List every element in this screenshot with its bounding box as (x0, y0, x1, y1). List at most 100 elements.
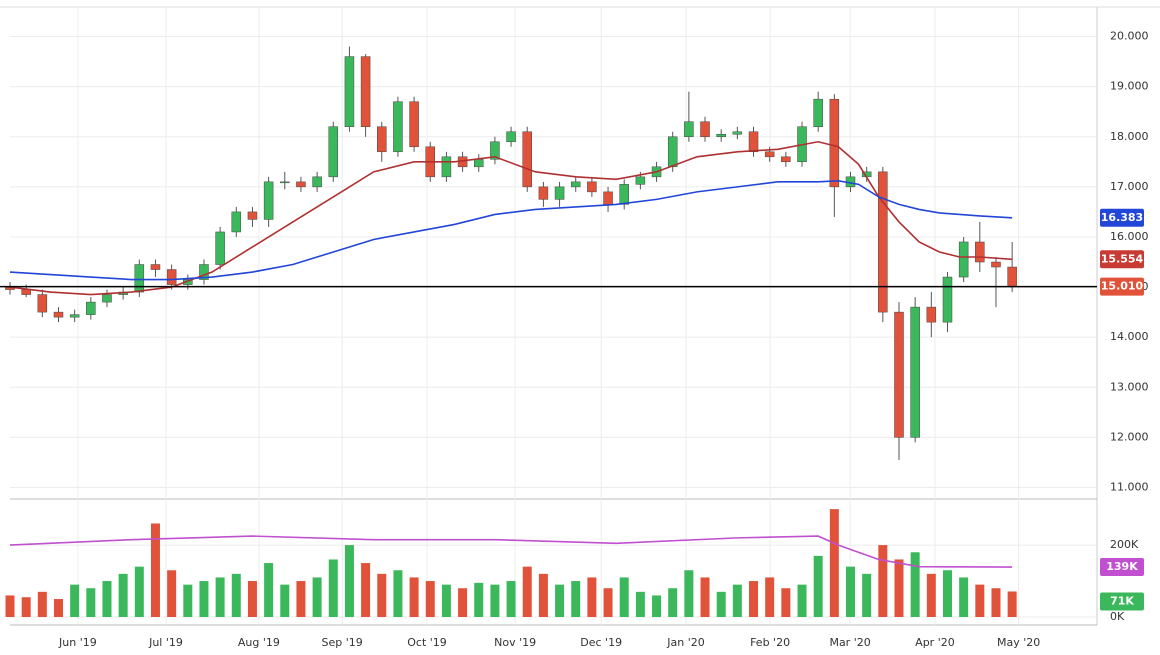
candle-body (781, 156, 791, 163)
volume-bar (134, 566, 144, 617)
x-tick-label: Jan '20 (666, 636, 704, 649)
volume-bar (813, 555, 823, 617)
y-tick-label: 20.000 (1110, 30, 1149, 43)
candle-body (958, 241, 969, 278)
volume-bar (538, 573, 548, 617)
candle-body (360, 56, 371, 127)
volume-bar (247, 581, 257, 617)
candle-body (587, 181, 597, 193)
candle-body (441, 156, 452, 178)
y2-tick-label: 200K (1110, 538, 1139, 551)
x-tick-label: Jun '19 (58, 636, 97, 649)
y2-tick-label: 0K (1110, 610, 1125, 623)
candle-body (231, 211, 242, 233)
y-tick-label: 13.000 (1110, 380, 1149, 393)
candle-body (377, 126, 387, 153)
candle-body (570, 181, 581, 188)
volume-bar (312, 577, 322, 617)
x-tick-label: Mar '20 (829, 636, 870, 649)
candle-body (829, 98, 840, 188)
volume-bar (118, 573, 128, 617)
volume-bar (603, 588, 613, 617)
y-tick-label: 17.000 (1110, 180, 1149, 193)
value-tag-label: 15.010 (1101, 280, 1144, 293)
volume-bar (199, 581, 209, 617)
candle-body (69, 314, 80, 318)
candle-body (86, 301, 96, 315)
volume-bar (700, 577, 710, 617)
candle-body (215, 231, 225, 265)
candle-body (280, 181, 290, 184)
volume-bar (684, 570, 694, 617)
candle-body (538, 186, 549, 200)
volume-bar (37, 591, 47, 617)
candle-body (732, 131, 743, 135)
candle-body (748, 131, 759, 153)
x-tick-label: Nov '19 (494, 636, 536, 649)
volume-bar (21, 597, 31, 617)
candle-body (490, 141, 500, 160)
y-tick-label: 14.000 (1110, 330, 1149, 343)
volume-bar (959, 577, 969, 617)
volume-bar (70, 584, 80, 617)
volume-bar (926, 573, 936, 617)
y-tick-label: 18.000 (1110, 130, 1149, 143)
value-tag (1100, 250, 1144, 269)
candle-body (37, 294, 48, 313)
candle-body (926, 306, 937, 323)
volume-bar (797, 584, 807, 617)
volume-bar (490, 584, 500, 617)
candle-body (603, 191, 613, 205)
volume-average-line (9, 535, 1013, 568)
volume-bar (910, 552, 920, 617)
candle-body (296, 181, 306, 188)
volume-bar (409, 577, 419, 617)
volume-bar (328, 559, 338, 617)
candle-body (312, 176, 322, 188)
candle-body (473, 159, 484, 168)
y-tick-label: 16.000 (1110, 230, 1149, 243)
candle-body (764, 151, 775, 158)
volume-bar (635, 591, 645, 617)
x-tick-label: Sep '19 (322, 636, 363, 649)
value-tag-label: 71K (1110, 594, 1134, 607)
candle-body (53, 311, 64, 318)
volume-bar (749, 581, 759, 617)
candle-body (942, 276, 953, 323)
volume-bar (215, 577, 225, 617)
volume-bar (942, 570, 952, 617)
volume-bar (829, 509, 839, 617)
candle-body (910, 306, 920, 438)
candle-body (247, 211, 258, 220)
candle-body (506, 131, 516, 143)
value-tag-label: 15.554 (1101, 252, 1144, 265)
volume-bar (765, 577, 775, 617)
candle-body (393, 101, 403, 153)
candle-body (716, 134, 726, 138)
candle-body (619, 184, 629, 205)
candle-body (328, 126, 339, 178)
candle-body (102, 294, 112, 303)
volume-bar (150, 523, 160, 617)
candle-body (263, 181, 274, 220)
candle-body (991, 261, 1001, 268)
candle-body (813, 98, 823, 127)
volume-bar (571, 581, 581, 617)
volume-bar (86, 588, 96, 617)
volume-bar (361, 563, 371, 617)
volume-bar (878, 545, 888, 617)
value-tag-label: 139K (1106, 560, 1138, 573)
volume-bar (1007, 591, 1017, 617)
value-tag (1100, 208, 1144, 227)
volume-bar (506, 581, 516, 617)
moving-average-line (9, 140, 1013, 296)
value-tag (1100, 592, 1144, 611)
volume-bar (5, 595, 15, 617)
candle-body (554, 186, 565, 200)
x-tick-label: Apr '20 (915, 636, 955, 649)
volume-bar (732, 584, 742, 617)
x-tick-label: Aug '19 (238, 636, 280, 649)
volume-bar (296, 581, 306, 617)
